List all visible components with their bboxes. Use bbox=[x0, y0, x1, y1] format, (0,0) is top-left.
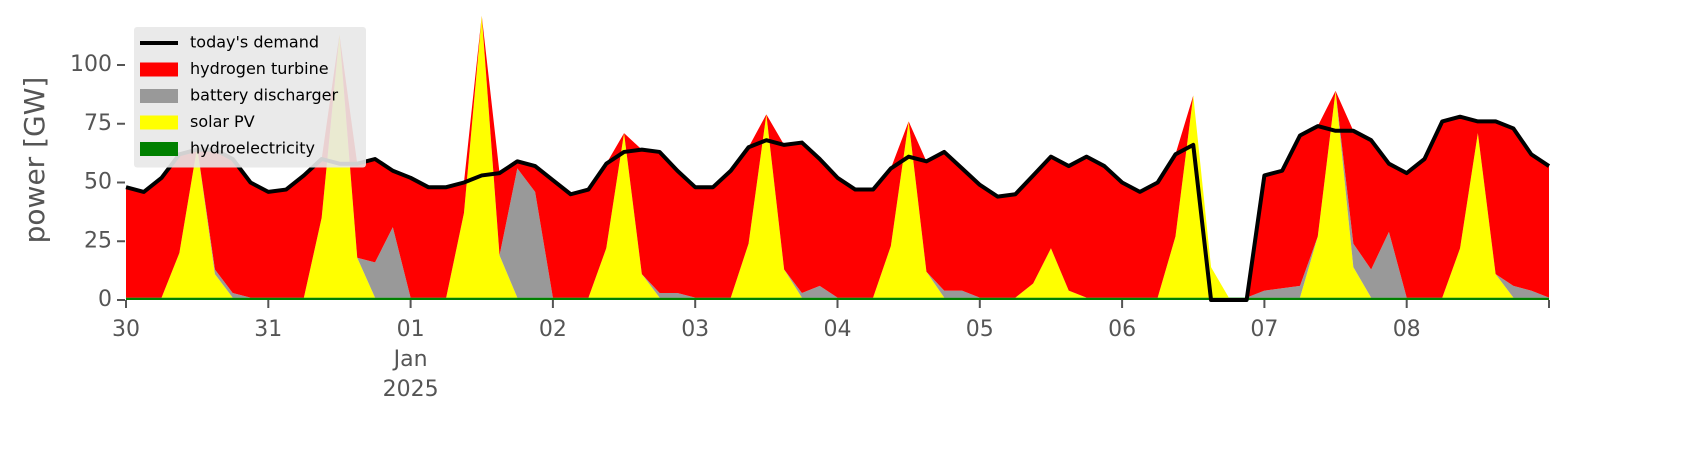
legend-label: solar PV bbox=[190, 112, 255, 131]
legend-swatch bbox=[140, 115, 178, 130]
legend-swatch bbox=[140, 89, 178, 103]
legend: today's demand hydrogen turbine battery di… bbox=[134, 27, 366, 168]
x-tick-label: 03 bbox=[681, 317, 709, 342]
x-tick-label: 30 bbox=[112, 317, 140, 342]
y-tick-label: 25 bbox=[84, 228, 112, 253]
legend-box bbox=[134, 27, 366, 168]
x-tick-label: 31 bbox=[254, 317, 282, 342]
area bbox=[126, 297, 1549, 300]
y-tick-label: 75 bbox=[84, 111, 112, 136]
legend-label: hydrogen turbine bbox=[190, 59, 329, 78]
y-tick-label: 50 bbox=[84, 170, 112, 195]
legend-swatch bbox=[140, 142, 178, 156]
area bbox=[126, 15, 1549, 298]
x-tick-label: 05 bbox=[966, 317, 994, 342]
x-tick-label: 06 bbox=[1108, 317, 1136, 342]
x-tick-label: 08 bbox=[1393, 317, 1421, 342]
area bbox=[126, 15, 1549, 298]
x-tick-label: 01 Jan 2025 bbox=[383, 317, 439, 402]
legend-swatch bbox=[140, 62, 178, 77]
x-tick-label: 02 bbox=[539, 317, 567, 342]
x-tick-label: 07 bbox=[1250, 317, 1278, 342]
legend-label: hydroelectricity bbox=[190, 139, 315, 158]
legend-label: today's demand bbox=[190, 33, 319, 52]
y-tick-label: 100 bbox=[70, 52, 112, 77]
y-axis-label: power [GW] bbox=[18, 77, 51, 244]
legend-label: battery discharger bbox=[190, 86, 338, 105]
y-tick-label: 0 bbox=[98, 287, 112, 312]
x-tick-label: 04 bbox=[824, 317, 852, 342]
